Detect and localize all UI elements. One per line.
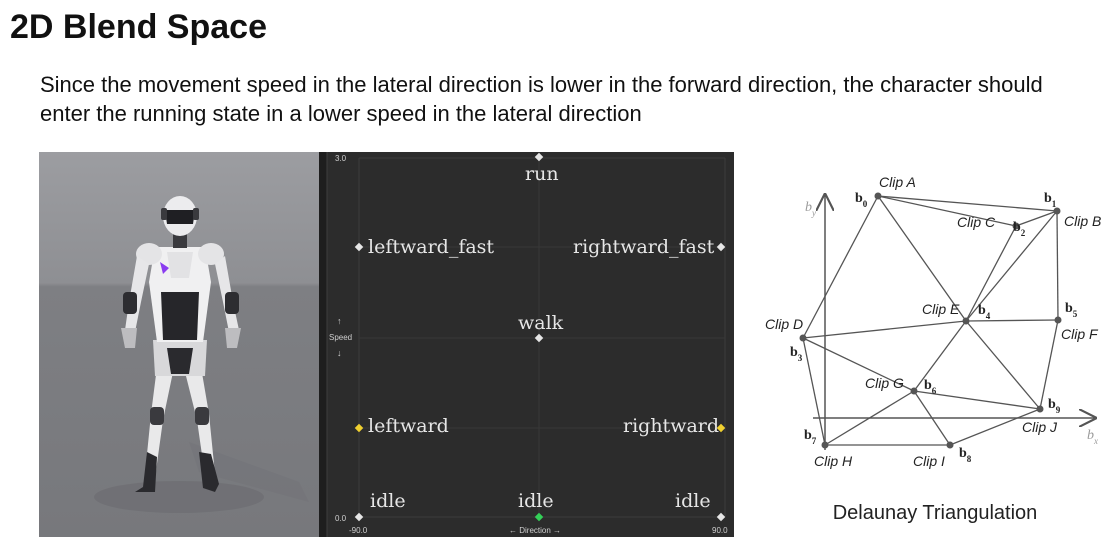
label-b7: b7 bbox=[804, 428, 817, 446]
sample-point-idle-right bbox=[716, 512, 726, 522]
point-b5 bbox=[1054, 316, 1062, 324]
clip-label-a: Clip A bbox=[879, 174, 916, 190]
triangulation-edges bbox=[802, 195, 1059, 446]
blend-space-grid bbox=[319, 152, 726, 537]
diagram-caption: Delaunay Triangulation bbox=[832, 502, 1038, 524]
clip-label-g: Clip G bbox=[865, 375, 904, 391]
sample-point-idle-center bbox=[534, 512, 544, 522]
label-b9: b9 bbox=[1048, 397, 1061, 415]
label-b8: b8 bbox=[959, 446, 972, 464]
point-b3 bbox=[799, 334, 807, 342]
x-min-label: -90.0 bbox=[349, 526, 368, 535]
clip-label-f: Clip F bbox=[1061, 326, 1099, 342]
point-b9 bbox=[1036, 405, 1044, 413]
clip-label-d: Clip D bbox=[765, 316, 803, 332]
axis-y-label: by bbox=[805, 200, 816, 218]
character-viewport bbox=[39, 152, 319, 537]
label-b3: b3 bbox=[790, 345, 803, 363]
sample-label-idle-center[interactable]: idle bbox=[518, 490, 554, 512]
blend-space-editor[interactable]: 3.0 0.0 ↑ Speed ↓ -90.0 90.0 ← Direction… bbox=[319, 152, 734, 537]
clip-label-e: Clip E bbox=[922, 301, 960, 317]
sample-point-leftward-fast bbox=[354, 242, 364, 252]
point-b8 bbox=[946, 441, 954, 449]
x-max-label: 90.0 bbox=[712, 526, 728, 535]
label-b0: b0 bbox=[855, 191, 868, 209]
label-b1: b1 bbox=[1044, 191, 1057, 209]
sample-point-rightward-fast bbox=[716, 242, 726, 252]
sample-point-leftward bbox=[354, 423, 364, 433]
point-b6 bbox=[910, 387, 918, 395]
point-b7 bbox=[821, 441, 829, 449]
clip-label-j: Clip J bbox=[1022, 419, 1058, 435]
sample-label-idle-right[interactable]: idle bbox=[675, 490, 711, 512]
axis-x-label: bx bbox=[1087, 428, 1098, 446]
y-max-label: 3.0 bbox=[335, 154, 347, 163]
point-b4 bbox=[962, 317, 970, 325]
clip-label-c: Clip C bbox=[957, 214, 996, 230]
sample-label-idle-left[interactable]: idle bbox=[370, 490, 406, 512]
point-b1 bbox=[1053, 207, 1061, 215]
sample-point-walk bbox=[534, 333, 544, 343]
clip-label-i: Clip I bbox=[913, 453, 945, 469]
clip-label-h: Clip H bbox=[814, 453, 853, 469]
y-min-label: 0.0 bbox=[335, 514, 347, 523]
sample-label-leftward[interactable]: leftward bbox=[368, 415, 449, 437]
sample-label-rightward-fast[interactable]: rightward_fast bbox=[573, 236, 715, 258]
label-b4: b4 bbox=[978, 303, 991, 321]
sample-point-rightward bbox=[716, 423, 726, 433]
y-axis-label: Speed bbox=[329, 333, 353, 342]
slide-title: 2D Blend Space bbox=[10, 8, 267, 46]
y-arrow-up-icon: ↑ bbox=[337, 316, 342, 326]
sample-label-leftward-fast[interactable]: leftward_fast bbox=[368, 236, 495, 258]
sample-label-run[interactable]: run bbox=[525, 163, 559, 185]
sample-point-run bbox=[534, 152, 544, 162]
y-arrow-down-icon: ↓ bbox=[337, 348, 342, 358]
sample-label-rightward[interactable]: rightward bbox=[623, 415, 720, 437]
sample-point-idle-left bbox=[354, 512, 364, 522]
point-b2 bbox=[1012, 222, 1020, 230]
slide-description: Since the movement speed in the lateral … bbox=[40, 72, 1043, 126]
point-b0 bbox=[874, 192, 882, 200]
triangulation-points bbox=[799, 192, 1062, 449]
robot-character-illustration bbox=[94, 196, 309, 513]
sample-label-walk[interactable]: walk bbox=[518, 312, 564, 334]
clip-label-b: Clip B bbox=[1064, 213, 1101, 229]
label-b5: b5 bbox=[1065, 301, 1078, 319]
delaunay-triangulation-diagram: by bx b0 b1 b2 b3 b4 b5 b6 b7 b8 b9 Clip… bbox=[765, 174, 1101, 469]
x-axis-label: ← Direction → bbox=[509, 526, 562, 535]
